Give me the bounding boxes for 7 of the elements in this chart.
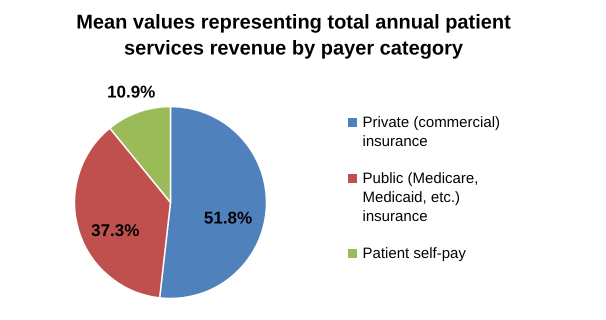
data-label: 10.9% [107, 82, 156, 102]
chart-title: Mean values representing total annual patient services revenue by payer category [76, 12, 512, 60]
data-label: 51.8% [204, 208, 252, 228]
legend-label: Public (Medicare, Medicaid, etc.) insurance [362, 170, 478, 225]
data-label: 37.3% [91, 221, 140, 240]
legend-label: Private (commercial) insurance [362, 114, 500, 150]
legend-label: Patient self-pay [362, 245, 466, 262]
